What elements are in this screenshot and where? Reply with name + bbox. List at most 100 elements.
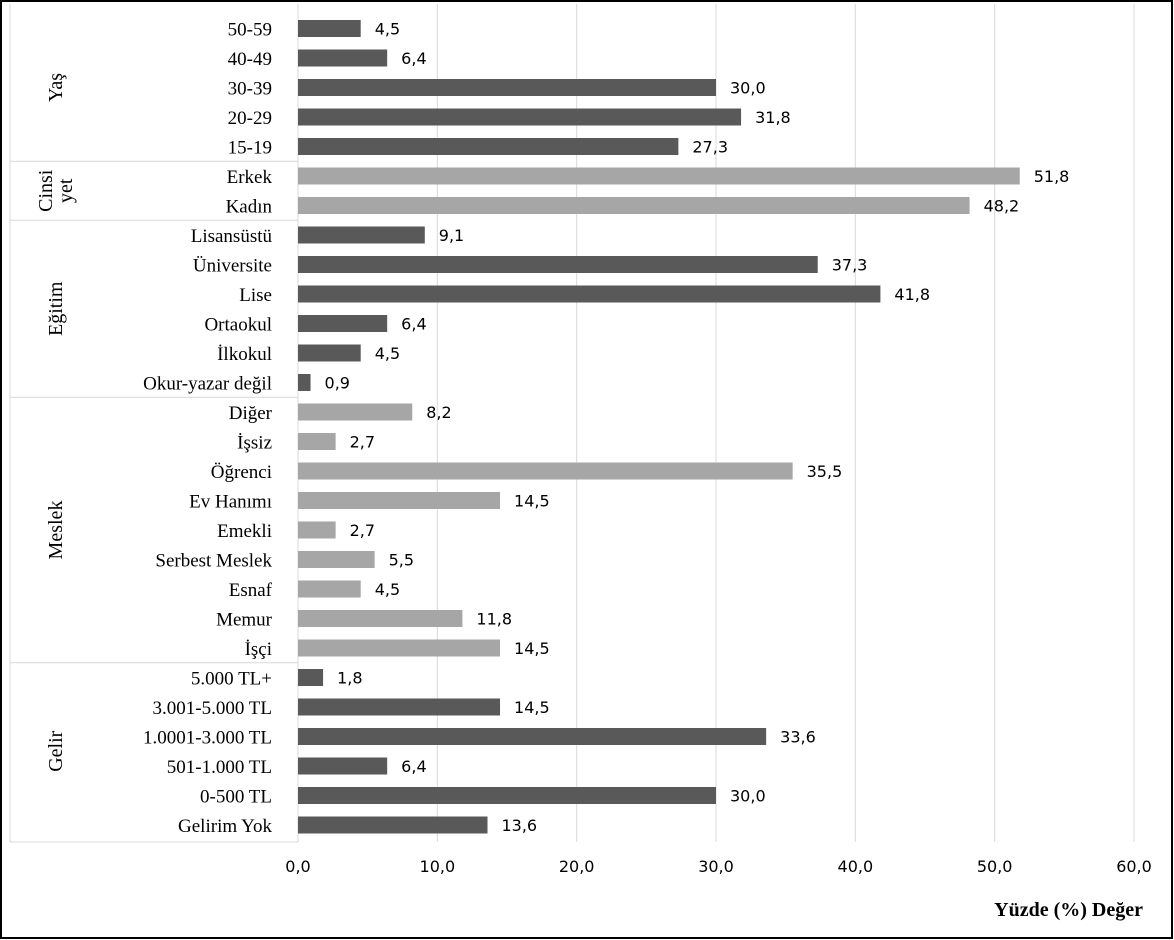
x-tick-label: 30,0 xyxy=(698,857,734,876)
category-label: 1.0001-3.000 TL xyxy=(143,728,272,749)
group-label: Eğitim xyxy=(45,281,67,336)
group-label-line: Meslek xyxy=(45,501,67,560)
data-label: 27,3 xyxy=(692,138,728,157)
category-label: 40-49 xyxy=(228,49,272,70)
data-label: 35,5 xyxy=(807,462,843,481)
category-label: İşsiz xyxy=(237,433,272,454)
x-tick-label: 60,0 xyxy=(1116,857,1152,876)
bar xyxy=(298,433,336,450)
x-tick-label: 40,0 xyxy=(838,857,874,876)
data-label: 31,8 xyxy=(755,108,791,127)
data-label: 4,5 xyxy=(375,580,400,599)
category-label: 50-59 xyxy=(228,20,272,41)
category-label: Kadın xyxy=(226,197,273,218)
bar xyxy=(298,492,501,509)
data-label: 9,1 xyxy=(439,226,464,245)
category-label: Ev Hanımı xyxy=(189,492,272,513)
group-label: Cinsiyet xyxy=(35,169,77,212)
data-label: 6,4 xyxy=(401,315,426,334)
x-tick-label: 0,0 xyxy=(285,857,310,876)
data-label: 37,3 xyxy=(832,256,868,275)
category-label: Ortaokul xyxy=(204,315,272,336)
x-axis-title: Yüzde (%) Değer xyxy=(994,899,1143,921)
data-label: 48,2 xyxy=(984,197,1020,216)
bar xyxy=(298,138,679,155)
category-label: Üniversite xyxy=(193,256,272,277)
bar xyxy=(298,610,463,627)
x-tick-label: 10,0 xyxy=(420,857,456,876)
x-axis-ticks: 0,0 10,0 20,0 30,0 40,0 50,0 60,0 xyxy=(285,857,1152,876)
data-label: 14,5 xyxy=(514,639,550,658)
category-label: Erkek xyxy=(227,167,273,188)
data-label: 33,6 xyxy=(780,728,816,747)
bar xyxy=(298,462,793,480)
bar xyxy=(298,551,375,568)
bar xyxy=(298,698,501,716)
bar xyxy=(298,285,881,303)
data-label: 1,8 xyxy=(337,669,362,688)
category-label: Okur-yazar değil xyxy=(143,374,272,395)
category-groups: 50-59 40-49 30-39 20-29 15-19 Yaş Erkek Kadın Ci… xyxy=(9,4,299,843)
category-label: Lisansüstü xyxy=(191,226,273,247)
category-label: 3.001-5.000 TL xyxy=(153,698,272,719)
category-label: İlkokul xyxy=(217,344,272,365)
x-tick-label: 50,0 xyxy=(977,857,1013,876)
group-label: Yaş xyxy=(45,73,67,102)
bar xyxy=(298,79,716,96)
data-label: 14,5 xyxy=(514,492,550,511)
bar xyxy=(298,226,425,244)
category-label: Gelirim Yok xyxy=(178,816,272,837)
category-label: Esnaf xyxy=(229,580,273,601)
data-label: 6,4 xyxy=(401,757,426,776)
group-label: Gelir xyxy=(45,730,67,771)
bar xyxy=(298,108,742,126)
group-label-line: Gelir xyxy=(45,730,67,771)
data-label: 14,5 xyxy=(514,698,550,717)
bar xyxy=(298,521,336,539)
category-label: İşçi xyxy=(245,639,272,660)
group-label-line: yet xyxy=(55,178,77,203)
category-label: 0-500 TL xyxy=(200,787,272,808)
bar xyxy=(298,669,324,686)
bar xyxy=(298,580,361,598)
data-label: 4,5 xyxy=(375,344,400,363)
group-label-line: Cinsi xyxy=(35,169,57,212)
category-label: Öğrenci xyxy=(211,462,272,483)
bar xyxy=(298,816,488,834)
x-tick-label: 20,0 xyxy=(559,857,595,876)
data-label: 11,8 xyxy=(476,610,512,629)
data-label: 30,0 xyxy=(730,79,766,98)
data-label: 0,9 xyxy=(325,374,350,393)
bar xyxy=(298,167,1020,185)
category-label: Serbest Meslek xyxy=(155,551,272,572)
data-label: 5,5 xyxy=(389,551,414,570)
group-label-line: Yaş xyxy=(45,73,67,102)
group-label: Meslek xyxy=(45,501,67,560)
bar xyxy=(298,197,970,214)
data-label: 2,7 xyxy=(350,433,375,452)
data-label: 8,2 xyxy=(426,403,451,422)
bar xyxy=(298,344,361,362)
group-label-line: Eğitim xyxy=(45,281,67,336)
category-label: Emekli xyxy=(217,521,272,542)
category-label: Diğer xyxy=(229,403,273,424)
category-label: Lise xyxy=(239,285,272,306)
data-label: 13,6 xyxy=(501,816,537,835)
category-label: 501-1.000 TL xyxy=(167,757,272,778)
data-label: 51,8 xyxy=(1034,167,1070,186)
category-label: 30-39 xyxy=(228,79,272,100)
category-label: 15-19 xyxy=(228,138,272,159)
bar xyxy=(298,315,388,332)
data-label: 30,0 xyxy=(730,787,766,806)
bar xyxy=(298,20,361,37)
data-label: 4,5 xyxy=(375,20,400,39)
data-label: 41,8 xyxy=(894,285,930,304)
category-label: 20-29 xyxy=(228,108,272,129)
category-label: Memur xyxy=(216,610,273,631)
bars: 4,56,430,031,827,351,848,29,137,341,86,4… xyxy=(298,20,1070,835)
bar xyxy=(298,403,413,421)
bar xyxy=(298,256,818,273)
bar xyxy=(298,49,388,67)
